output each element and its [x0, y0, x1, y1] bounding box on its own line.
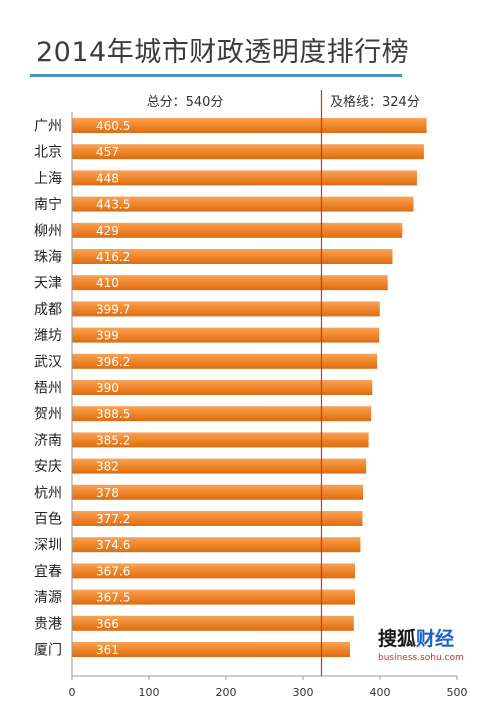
bar-贺州 — [72, 406, 372, 422]
bar-济南 — [72, 432, 369, 448]
logo-text-main: 搜狐 — [378, 628, 417, 650]
bar-宜春 — [72, 563, 356, 579]
value-label: 448 — [96, 171, 119, 185]
category-label: 清源 — [34, 590, 62, 606]
x-tick-label: 500 — [447, 686, 468, 699]
category-label: 柳州 — [34, 222, 62, 239]
category-label: 武汉 — [34, 354, 62, 370]
category-label: 梧州 — [34, 381, 62, 397]
value-label: 399.7 — [96, 302, 130, 316]
x-tick-label: 100 — [139, 686, 160, 699]
bar-梧州 — [72, 380, 373, 395]
bar-杭州 — [72, 484, 364, 500]
category-label: 潍坊 — [34, 328, 62, 344]
x-tick-label: 300 — [293, 686, 314, 699]
category-label: 杭州 — [34, 485, 62, 501]
value-label: 367.6 — [96, 564, 130, 578]
category-label: 厦门 — [34, 643, 62, 659]
bar-安庆 — [72, 458, 367, 474]
bar-广州 — [72, 118, 427, 133]
pass-line-label: 及格线：324分 — [330, 94, 420, 110]
category-label: 贺州 — [34, 407, 62, 423]
bar-清源 — [72, 589, 355, 605]
value-label: 460.5 — [96, 119, 130, 133]
category-label: 上海 — [34, 171, 62, 187]
bar-百色 — [72, 511, 363, 526]
bar-柳州 — [72, 222, 403, 238]
chart-title: 2014年城市财政透明度排行榜 — [36, 37, 410, 68]
category-label: 成都 — [34, 302, 62, 318]
value-label: 457 — [96, 145, 119, 159]
x-tick-label: 0 — [69, 686, 76, 699]
bar-武汉 — [72, 353, 378, 369]
bar-贵港 — [72, 615, 354, 631]
value-label: 361 — [96, 643, 119, 657]
category-label: 北京 — [34, 145, 62, 161]
bar-南宁 — [72, 196, 414, 212]
bar-珠海 — [72, 249, 393, 264]
category-label: 百色 — [34, 511, 62, 528]
category-label: 宜春 — [34, 564, 62, 580]
value-label: 378 — [96, 486, 119, 500]
value-label: 374.6 — [96, 538, 130, 552]
total-score-label: 总分：540分 — [147, 95, 224, 110]
category-label: 天津 — [34, 276, 62, 292]
bar-潍坊 — [72, 327, 380, 343]
bar-成都 — [72, 301, 380, 317]
value-label: 399 — [96, 329, 119, 343]
value-label: 382 — [96, 460, 119, 474]
logo-text-accent: 财经 — [416, 628, 455, 650]
logo-url: business.sohu.com — [378, 653, 464, 663]
bar-厦门 — [72, 642, 350, 657]
category-label: 珠海 — [34, 250, 62, 266]
bar-上海 — [72, 170, 417, 186]
sohu-business-logo: 搜狐财经 business.sohu.com — [378, 624, 464, 663]
category-label: 广州 — [34, 119, 62, 135]
bar-深圳 — [72, 537, 361, 553]
value-label: 367.5 — [96, 591, 130, 605]
value-label: 388.5 — [96, 407, 130, 421]
category-label: 济南 — [34, 433, 62, 449]
x-tick-label: 200 — [216, 686, 237, 699]
value-label: 416.2 — [96, 250, 130, 264]
category-label: 贵港 — [34, 616, 62, 632]
title-underline — [30, 74, 402, 77]
value-label: 429 — [96, 224, 119, 238]
value-label: 410 — [96, 276, 119, 290]
category-label: 安庆 — [34, 459, 62, 475]
value-label: 396.2 — [96, 355, 130, 369]
category-label: 深圳 — [34, 538, 62, 554]
value-label: 366 — [96, 617, 119, 631]
value-label: 377.2 — [96, 512, 130, 526]
value-label: 443.5 — [96, 198, 130, 212]
bar-天津 — [72, 275, 388, 291]
value-label: 390 — [96, 381, 119, 395]
category-label: 南宁 — [34, 196, 62, 213]
bar-北京 — [72, 144, 424, 160]
value-label: 385.2 — [96, 433, 130, 447]
x-tick-label: 400 — [370, 686, 391, 699]
